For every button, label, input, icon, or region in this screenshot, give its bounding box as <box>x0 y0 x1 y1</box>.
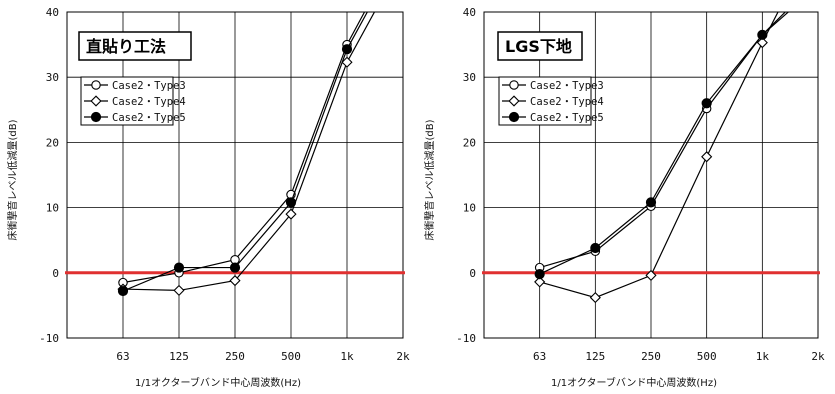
x-tick-label: 250 <box>641 350 661 363</box>
x-tick-label: 250 <box>225 350 245 363</box>
y-tick-label: 20 <box>463 136 476 149</box>
chart-title-box <box>497 31 583 61</box>
y-axis-label: 床衝撃音レベル低減量(dB) <box>6 119 19 240</box>
y-tick-label: -10 <box>39 332 59 345</box>
y-tick-label: 0 <box>469 267 476 280</box>
x-tick-label: 1k <box>756 350 770 363</box>
x-tick-label: 500 <box>697 350 717 363</box>
data-point <box>285 197 297 208</box>
series-line <box>122 12 376 292</box>
legend-label: Case2・Type5 <box>112 112 186 124</box>
series-2 <box>534 12 779 304</box>
data-point <box>341 44 353 55</box>
x-tick-label: 2k <box>811 350 825 363</box>
data-point <box>91 80 101 90</box>
x-tick-label: 63 <box>533 350 546 363</box>
x-axis-label: 1/1オクターブバンド中心周波数(Hz) <box>551 376 717 389</box>
series-line <box>122 12 369 292</box>
x-tick-label: 63 <box>116 350 129 363</box>
series-3 <box>117 12 369 297</box>
y-tick-label: 40 <box>46 6 59 19</box>
x-axis-label: 1/1オクターブバンド中心周波数(Hz) <box>135 376 301 389</box>
legend-label: Case2・Type3 <box>112 80 186 92</box>
plot-frame <box>66 11 404 339</box>
legend-label: Case2・Type3 <box>530 80 604 92</box>
legend: Case2・Type3 Case2・Type4 Case2・Type5 <box>80 76 186 126</box>
x-tick-label: 125 <box>169 350 189 363</box>
data-point <box>173 262 185 273</box>
y-tick-label: 10 <box>463 202 476 215</box>
legend-label: Case2・Type4 <box>112 96 186 108</box>
data-point <box>645 269 657 281</box>
data-point <box>285 208 297 220</box>
legend-label: Case2・Type5 <box>530 112 604 124</box>
y-tick-label: 20 <box>46 136 59 149</box>
legend: Case2・Type3 Case2・Type4 Case2・Type5 <box>498 76 604 126</box>
data-point <box>534 269 545 280</box>
y-tick-label: 30 <box>46 71 59 84</box>
y-axis-label: 床衝撃音レベル低減量(dB) <box>423 119 436 240</box>
series-line <box>539 12 779 299</box>
chart-panel-2: 40 30 20 10 0 -10 63 125 250 500 1k 2k 1/1オクターブバンド中心… <box>423 6 825 389</box>
data-point <box>90 95 102 107</box>
chart-title: 直貼り工法 <box>86 37 166 56</box>
x-tick-label: 1k <box>340 350 354 363</box>
data-point <box>509 80 519 90</box>
legend-label: Case2・Type4 <box>530 96 604 108</box>
x-tick-label: 500 <box>281 350 301 363</box>
data-point <box>589 291 601 304</box>
chart-title: LGS下地 <box>505 37 572 56</box>
series-3 <box>534 12 790 280</box>
data-point <box>645 197 657 208</box>
series-line <box>122 12 366 284</box>
plot-frame <box>483 11 819 339</box>
legend-entry: Case2・Type3 <box>84 80 186 92</box>
data-point <box>701 151 713 163</box>
data-point <box>590 242 601 254</box>
data-point <box>117 285 129 297</box>
legend-entry: Case2・Type4 <box>84 95 186 108</box>
series-line <box>539 12 790 275</box>
data-point <box>229 275 241 287</box>
legend-entry: Case2・Type5 <box>502 111 604 124</box>
data-point <box>534 276 546 288</box>
y-tick-label: 10 <box>46 202 59 215</box>
chart-title-box <box>78 31 192 61</box>
legend-entry: Case2・Type3 <box>502 80 604 92</box>
data-point <box>90 111 102 123</box>
chart-panel-1: 40 30 20 10 0 -10 63 125 250 500 1k 2k 1/1オクターブバンド中心… <box>6 6 410 389</box>
data-point <box>508 95 520 107</box>
y-tick-label: 30 <box>463 71 476 84</box>
y-tick-label: 0 <box>52 267 59 280</box>
data-point <box>508 111 520 123</box>
data-point <box>701 98 712 109</box>
x-tick-label: 125 <box>585 350 605 363</box>
y-tick-label: -10 <box>456 332 476 345</box>
y-tick-label: 40 <box>463 6 476 19</box>
plot-area <box>534 12 790 304</box>
data-point <box>757 29 768 40</box>
legend-entry: Case2・Type4 <box>502 95 604 108</box>
plot-area <box>117 12 376 297</box>
data-point <box>341 56 353 68</box>
legend-entry: Case2・Type5 <box>84 111 186 124</box>
data-point <box>173 284 185 296</box>
data-point <box>756 37 768 49</box>
x-tick-label: 2k <box>396 350 410 363</box>
data-point <box>229 262 241 273</box>
